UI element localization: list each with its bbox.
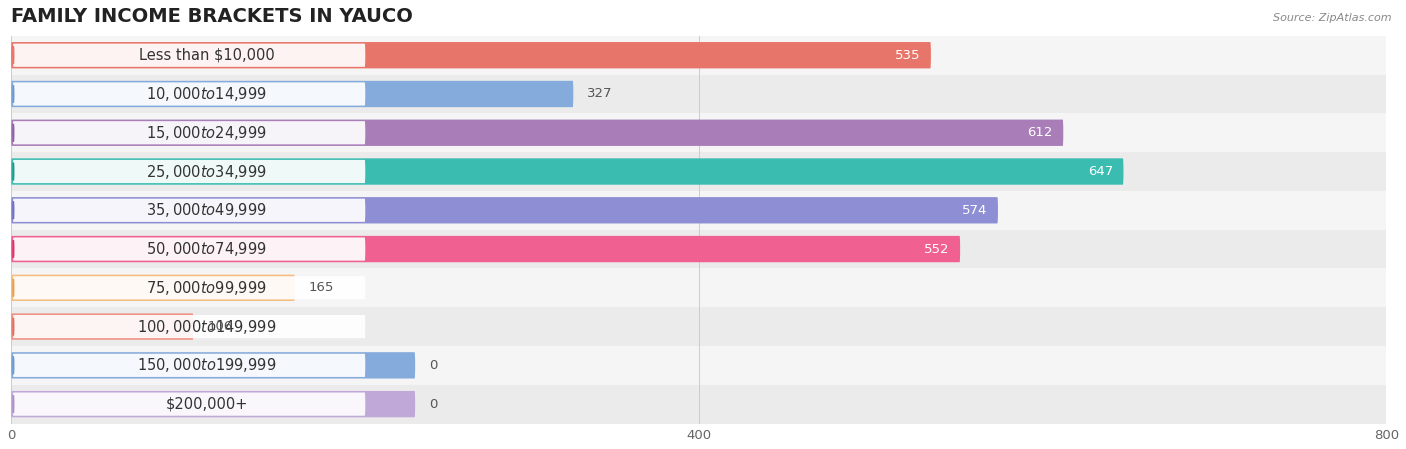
Text: Source: ZipAtlas.com: Source: ZipAtlas.com — [1274, 13, 1392, 23]
FancyBboxPatch shape — [13, 315, 366, 338]
Text: $25,000 to $34,999: $25,000 to $34,999 — [146, 163, 267, 180]
Text: 647: 647 — [1088, 165, 1114, 178]
Text: Less than $10,000: Less than $10,000 — [139, 48, 274, 63]
FancyBboxPatch shape — [11, 119, 1063, 146]
Text: 327: 327 — [588, 88, 613, 101]
Text: $50,000 to $74,999: $50,000 to $74,999 — [146, 240, 267, 258]
Text: 612: 612 — [1028, 126, 1053, 139]
Text: $200,000+: $200,000+ — [166, 396, 247, 412]
FancyBboxPatch shape — [11, 391, 415, 417]
FancyBboxPatch shape — [11, 313, 194, 340]
FancyBboxPatch shape — [11, 352, 415, 379]
Text: FAMILY INCOME BRACKETS IN YAUCO: FAMILY INCOME BRACKETS IN YAUCO — [11, 7, 413, 26]
Text: 0: 0 — [429, 398, 437, 411]
Text: 106: 106 — [207, 320, 232, 333]
Text: 0: 0 — [429, 359, 437, 372]
FancyBboxPatch shape — [11, 275, 295, 301]
FancyBboxPatch shape — [13, 392, 366, 416]
FancyBboxPatch shape — [11, 236, 960, 262]
Bar — [11, 269, 1386, 307]
Bar — [11, 113, 1386, 152]
Text: $75,000 to $99,999: $75,000 to $99,999 — [146, 279, 267, 297]
FancyBboxPatch shape — [11, 42, 931, 68]
FancyBboxPatch shape — [13, 160, 366, 183]
Text: 574: 574 — [962, 204, 987, 217]
Bar — [11, 75, 1386, 113]
Bar — [11, 36, 1386, 75]
FancyBboxPatch shape — [13, 44, 366, 67]
Text: 535: 535 — [896, 49, 921, 62]
Text: $150,000 to $199,999: $150,000 to $199,999 — [136, 357, 277, 374]
Text: 552: 552 — [924, 242, 950, 255]
Text: $100,000 to $149,999: $100,000 to $149,999 — [136, 317, 277, 335]
FancyBboxPatch shape — [11, 158, 1123, 185]
FancyBboxPatch shape — [13, 276, 366, 299]
FancyBboxPatch shape — [13, 82, 366, 106]
Bar — [11, 346, 1386, 385]
FancyBboxPatch shape — [13, 354, 366, 377]
FancyBboxPatch shape — [13, 121, 366, 144]
Bar — [11, 385, 1386, 423]
Bar — [11, 152, 1386, 191]
Text: $10,000 to $14,999: $10,000 to $14,999 — [146, 85, 267, 103]
Text: $15,000 to $24,999: $15,000 to $24,999 — [146, 124, 267, 142]
FancyBboxPatch shape — [11, 197, 998, 224]
FancyBboxPatch shape — [13, 199, 366, 222]
Bar — [11, 230, 1386, 269]
FancyBboxPatch shape — [13, 238, 366, 261]
Bar — [11, 307, 1386, 346]
FancyBboxPatch shape — [11, 81, 574, 107]
Text: 165: 165 — [308, 282, 335, 294]
Text: $35,000 to $49,999: $35,000 to $49,999 — [146, 201, 267, 219]
Bar — [11, 191, 1386, 230]
